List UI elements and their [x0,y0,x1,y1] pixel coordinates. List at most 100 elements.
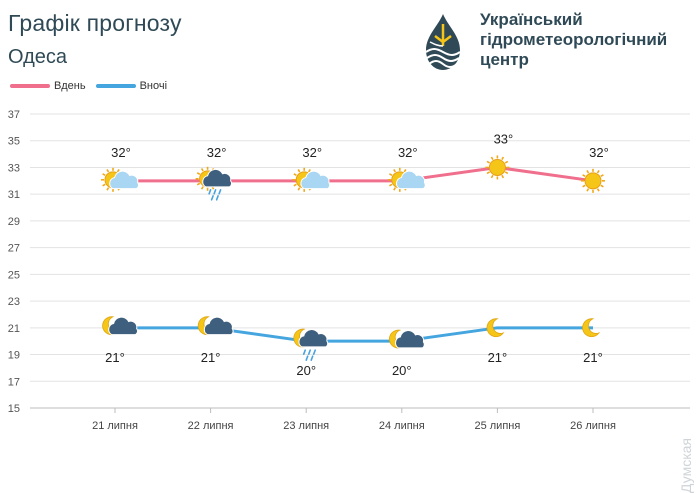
legend-label-night: Вночі [139,80,168,92]
rain-drop [312,349,317,355]
chart-title: Графік прогнозу [8,10,182,36]
data-label-night: 20° [296,363,316,378]
rain-drop [215,195,219,201]
data-label-day: 32° [398,145,418,160]
rain-drop [208,189,212,195]
y-tick-label: 29 [8,216,20,228]
sun-ray [308,169,311,173]
moon-icon [582,318,601,338]
rain-drop [305,355,309,361]
sun-ray [501,174,505,179]
legend-swatch-night [95,84,136,88]
sun-ray [200,168,204,172]
data-label-day: 32° [589,145,609,160]
data-label-day: 32° [302,145,322,160]
ugmc-logo: Український гідрометеорологічний центр [420,8,690,74]
sun-ray [582,184,586,188]
cloud-shape [109,170,140,190]
sun-ray [504,160,509,164]
sun-ray [297,169,301,173]
moon-crescent [486,318,505,338]
y-tick-label: 17 [8,376,20,388]
sun-ray [393,187,396,191]
sun-ray [106,169,110,173]
sun-ray [403,169,407,173]
sun-ray [596,170,600,174]
logo-line-3: центр [480,50,529,69]
sun-ray [596,188,600,192]
logo-line-2: гідрометеорологічний [480,30,668,49]
data-label-day: 32° [111,145,131,160]
cloud-shape [202,168,233,188]
cloud-shape [396,170,426,190]
sun-ray [600,184,604,188]
sun-ray [200,186,204,190]
sun-ray [196,172,201,176]
sun-disc [488,158,506,176]
sun-cloud-rain-icon [195,166,233,201]
rain-drop [307,349,312,355]
sun-ray [586,188,590,192]
sun-ray [293,173,297,177]
sun-ray [582,174,586,178]
city-name: Одеса [8,46,68,68]
chart-legend: Вдень Вночі [10,78,177,94]
y-tick-label: 27 [8,243,20,255]
sun-ray [389,183,393,187]
y-tick-label: 25 [8,269,20,281]
y-tick-label: 33 [8,162,20,174]
sun-icon [581,168,605,193]
watermark: Думская [678,438,694,493]
ugmc-drop-logo-icon [425,14,461,70]
sun-ray [501,156,505,161]
y-tick-label: 19 [8,350,20,362]
sun-ray [116,169,120,173]
logo-line-1: Український [480,10,583,29]
y-tick-label: 21 [8,323,20,335]
cloud-shape [395,330,425,349]
sun-ray [393,169,396,173]
x-tick-label: 24 липня [379,420,425,432]
rain-drop [210,195,214,201]
legend-label-day: Вдень [54,80,86,92]
sun-partly-cloudy-icon [387,167,426,192]
sun-ray [106,187,110,191]
data-label-night: 21° [201,350,221,365]
y-tick-label: 37 [8,109,20,121]
moon-cloud-icon [197,316,234,336]
moon-cloud-rain-icon [293,328,329,361]
sun-disc [584,172,602,190]
sun-ray [196,182,201,186]
x-tick-label: 25 липня [474,420,520,432]
sun-ray [293,183,297,187]
sun-ray [586,170,590,174]
rain-drop [302,349,307,355]
sun-ray [600,174,604,178]
sun-icon [485,155,510,180]
sun-ray [490,156,494,161]
moon-icon [486,318,505,338]
cloud-shape [298,329,329,348]
rain-drop [310,355,314,361]
sun-ray [102,173,106,177]
moon-crescent [582,318,601,338]
sun-ray [504,171,509,175]
data-label-night: 21° [583,350,603,365]
x-tick-label: 22 липня [188,420,234,432]
sun-ray [490,174,494,179]
x-tick-label: 23 липня [283,420,329,432]
moon-cloud-icon [102,316,139,336]
sun-ray [102,183,106,187]
sun-ray [297,187,301,191]
sun-ray [486,160,491,164]
sun-ray [389,173,393,177]
x-tick-label: 21 липня [92,420,138,432]
data-label-day: 32° [207,145,227,160]
x-tick-label: 26 липня [570,420,616,432]
y-tick-label: 15 [8,403,20,415]
cloud-shape [108,316,139,336]
rain-drop [218,189,222,195]
data-label-night: 21° [105,350,125,365]
forecast-chart: 15 17 19 21 23 25 27 29 31 33 35 37 21 липня 22 липня… [8,109,690,432]
sun-partly-cloudy-icon [101,167,140,192]
